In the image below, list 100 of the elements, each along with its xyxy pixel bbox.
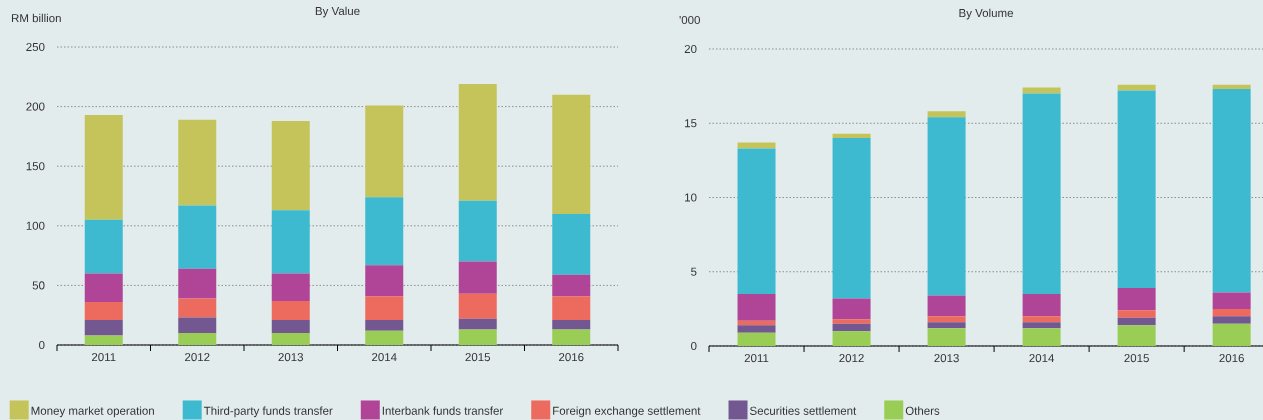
bar: [458, 200, 497, 262]
bar: [271, 333, 310, 345]
bar: [927, 295, 966, 317]
x-tick-label: 2014: [1029, 354, 1055, 363]
bar: [84, 319, 123, 336]
y-tick-label: 10: [685, 193, 697, 202]
bar: [458, 329, 497, 345]
x-tick-label: 2011: [91, 353, 116, 362]
bar: [1212, 84, 1251, 90]
bar: [832, 133, 871, 139]
y-tick-label: 0: [691, 341, 697, 351]
bar: [271, 319, 310, 334]
bar: [1117, 325, 1156, 346]
bar: [552, 296, 591, 320]
legend-label: Others: [905, 406, 940, 415]
y-tick-label: 0: [39, 340, 45, 350]
y-axis-title: '000: [679, 15, 700, 25]
bar: [178, 298, 217, 318]
bar: [737, 294, 776, 321]
bar: [1022, 322, 1061, 329]
bar: [832, 298, 871, 320]
bar: [458, 293, 497, 319]
legend-label: Foreign exchange settlement: [553, 406, 701, 418]
y-tick-label: 15: [685, 119, 697, 128]
bar: [271, 273, 310, 301]
bar: [1022, 328, 1061, 346]
x-tick-label: 2013: [934, 354, 959, 363]
bar: [458, 318, 497, 330]
bar: [927, 316, 966, 323]
bar: [927, 322, 966, 329]
bar: [84, 335, 123, 345]
bar: [365, 319, 404, 331]
bar: [365, 197, 404, 266]
x-tick-label: 2014: [372, 353, 397, 362]
legend-label: Interbank funds transfer: [382, 406, 504, 415]
bar: [1212, 316, 1251, 324]
bar: [458, 261, 497, 294]
bar: [365, 330, 404, 345]
y-axis-title: RM billion: [11, 13, 61, 23]
x-tick-label: 2015: [465, 353, 491, 362]
bar: [552, 329, 591, 345]
bar: [365, 105, 404, 198]
chart-title: By Value: [315, 6, 360, 18]
bar: [1117, 288, 1156, 311]
y-tick-label: 100: [26, 221, 45, 230]
x-tick-label: 2013: [278, 353, 304, 362]
chart-title: By Volume: [959, 8, 1013, 20]
x-tick-label: 2012: [839, 354, 864, 363]
bar: [1022, 87, 1061, 94]
bar: [365, 265, 404, 297]
legend-label: Securities settlement: [750, 406, 857, 415]
x-tick-label: 2015: [1124, 354, 1149, 363]
bar: [178, 119, 217, 206]
y-tick-label: 5: [691, 267, 697, 276]
bar: [84, 302, 123, 320]
y-tick-label: 20: [684, 44, 697, 54]
bar: [927, 117, 966, 296]
bar: [178, 333, 217, 345]
bar: [1212, 292, 1251, 309]
bar: [737, 148, 776, 295]
bar: [552, 213, 591, 275]
bar: [552, 274, 591, 297]
bar: [927, 328, 966, 346]
bar: [552, 319, 591, 330]
bar: [927, 111, 966, 118]
bar: [832, 323, 871, 332]
y-tick-label: 200: [26, 102, 45, 111]
bar: [1212, 308, 1251, 317]
bar: [1022, 294, 1061, 317]
bar: [1212, 323, 1251, 346]
bar: [1117, 90, 1156, 289]
bar: [178, 268, 217, 299]
x-tick-label: 2016: [1219, 354, 1244, 363]
bar: [1212, 89, 1251, 293]
y-tick-label: 50: [32, 281, 45, 290]
y-tick-label: 250: [26, 42, 45, 52]
bar: [832, 331, 871, 346]
bar: [84, 219, 123, 274]
bar: [178, 317, 217, 334]
bar: [84, 114, 123, 220]
x-tick-label: 2012: [185, 353, 210, 362]
bar: [737, 332, 776, 346]
bar: [365, 296, 404, 320]
x-tick-label: 2016: [559, 353, 584, 362]
y-tick-label: 150: [26, 162, 45, 171]
bar: [737, 325, 776, 333]
bar: [1117, 84, 1156, 91]
legend-label: Third-party funds transfer: [203, 406, 333, 418]
bar: [832, 319, 871, 324]
bar: [1022, 93, 1061, 295]
bar: [1117, 317, 1156, 326]
bar: [271, 120, 310, 211]
bar: [1022, 316, 1061, 323]
bar: [1117, 310, 1156, 318]
bar: [737, 320, 776, 326]
legend-label: Money market operation: [31, 406, 154, 418]
bar: [178, 205, 217, 269]
bar: [271, 210, 310, 274]
bar: [271, 300, 310, 320]
bar: [552, 94, 591, 214]
